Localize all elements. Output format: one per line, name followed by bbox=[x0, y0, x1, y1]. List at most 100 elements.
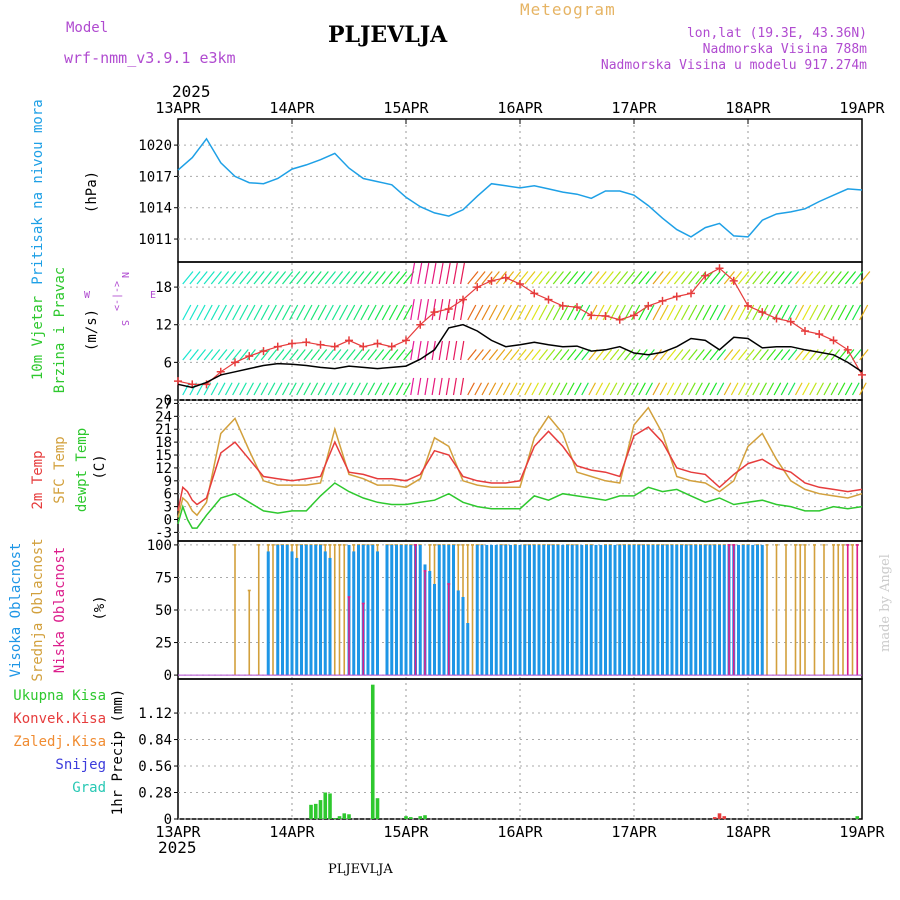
wind-arrow bbox=[752, 304, 762, 321]
x-tick-label-bottom: 14APR bbox=[269, 823, 315, 841]
wind-arrow bbox=[324, 304, 334, 321]
x-tick-label-top: 17APR bbox=[611, 99, 657, 117]
wind-arrow bbox=[509, 382, 518, 396]
wind-arrow bbox=[545, 382, 554, 396]
wind-arrow bbox=[510, 271, 522, 285]
pressure-unit: (hPa) bbox=[84, 171, 100, 213]
wind-arrow bbox=[510, 349, 520, 361]
wind-arrow bbox=[488, 349, 499, 361]
wind-arrow bbox=[381, 304, 391, 321]
high-cloud-bar bbox=[599, 544, 603, 676]
wind-arrow bbox=[851, 304, 862, 321]
wind-arrow bbox=[517, 304, 527, 321]
wind-gust-marker bbox=[644, 301, 653, 310]
high-cloud-bar bbox=[613, 544, 617, 676]
precip-bar bbox=[404, 816, 408, 819]
wind-arrow bbox=[360, 349, 370, 361]
wind-arrow bbox=[702, 349, 712, 361]
wind-arrow bbox=[816, 349, 826, 361]
wind-arrow bbox=[196, 271, 208, 285]
wind-arrow bbox=[616, 304, 626, 321]
wind-arrow bbox=[182, 304, 192, 321]
high-cloud-bar bbox=[390, 544, 394, 676]
wind-arrow bbox=[595, 304, 605, 321]
wind-arrow bbox=[609, 271, 621, 285]
wind-arrow bbox=[452, 299, 458, 321]
high-cloud-bar bbox=[623, 544, 626, 676]
high-cloud-bar bbox=[713, 544, 717, 676]
high-cloud-bar bbox=[675, 544, 679, 676]
wind-arrow bbox=[531, 304, 541, 321]
dewpoint-line bbox=[177, 482, 863, 529]
y-tick-label: 12 bbox=[155, 318, 172, 334]
wind-arrow bbox=[524, 304, 534, 321]
wind-gust-marker bbox=[231, 358, 239, 367]
wind-gust-marker bbox=[858, 370, 866, 379]
wind-arrow bbox=[260, 304, 270, 321]
high-cloud-bar bbox=[561, 544, 565, 676]
wind-arrow bbox=[225, 349, 235, 361]
high-cloud-bar bbox=[323, 551, 327, 676]
wind-arrow bbox=[616, 382, 625, 396]
high-cloud-bar bbox=[276, 544, 280, 676]
wind-arrow bbox=[424, 377, 429, 396]
high-cloud-bar bbox=[618, 544, 622, 676]
high-cloud-bar bbox=[456, 590, 460, 676]
precip-bar bbox=[408, 817, 413, 819]
precip-bar bbox=[717, 813, 722, 819]
wind-arrow bbox=[787, 349, 798, 361]
high-cloud-bar bbox=[746, 544, 750, 676]
wind-arrow bbox=[844, 349, 855, 361]
wind-gust-marker bbox=[459, 295, 467, 304]
wind-arrow bbox=[253, 271, 265, 285]
high-cloud-bar bbox=[376, 551, 379, 676]
wind-arrow bbox=[545, 271, 557, 285]
wind-arrow bbox=[524, 382, 532, 396]
wind-arrow bbox=[281, 304, 292, 321]
wind-arrow bbox=[680, 304, 691, 321]
wind-arrow bbox=[438, 340, 443, 361]
high-cloud-bar bbox=[366, 544, 370, 676]
wind-gust-marker bbox=[701, 271, 710, 280]
wind-arrow bbox=[339, 271, 351, 285]
wind-arrow bbox=[481, 349, 491, 361]
wind-arrow bbox=[338, 304, 349, 321]
wind-arrow bbox=[303, 271, 315, 285]
wind-arrow bbox=[182, 382, 190, 396]
wind-arrow bbox=[595, 382, 604, 396]
wind-arrow bbox=[773, 271, 785, 285]
wind-gust-marker bbox=[530, 289, 539, 298]
wind-arrow bbox=[766, 349, 776, 361]
y-tick-label: 0.28 bbox=[138, 786, 172, 802]
y-tick-label: 24 bbox=[155, 409, 172, 425]
precip-bar bbox=[375, 798, 380, 819]
wind-arrow bbox=[652, 304, 662, 321]
high-cloud-bar bbox=[504, 544, 508, 676]
year-top: 2025 bbox=[172, 82, 211, 101]
wind-arrow bbox=[780, 349, 791, 361]
wind-arrow bbox=[260, 271, 272, 285]
wind-arrow bbox=[253, 382, 262, 396]
wind-arrow bbox=[395, 382, 404, 396]
precip-legend-item: Konvek.Kisa bbox=[13, 711, 106, 727]
wind-arrow bbox=[517, 349, 527, 361]
model-elevation: Nadmorska Visina u modelu 917.274m bbox=[600, 58, 867, 73]
wind-arrow bbox=[552, 304, 562, 321]
wind-arrow bbox=[773, 382, 782, 396]
page-title: PLJEVLJA bbox=[328, 22, 448, 48]
wind-arrow bbox=[766, 382, 775, 396]
wind-arrow bbox=[232, 271, 244, 285]
wind-arrow bbox=[317, 304, 327, 321]
wind-arrow bbox=[688, 304, 698, 321]
x-tick-label-bottom: 13APR bbox=[155, 823, 201, 841]
wind-arrow bbox=[737, 382, 746, 396]
wind-arrow bbox=[481, 304, 491, 321]
wind-arrow bbox=[374, 382, 383, 396]
y-tick-label: 3 bbox=[164, 500, 172, 516]
footer-city: PLJEVLJA bbox=[328, 862, 393, 877]
wind-arrow bbox=[246, 382, 254, 396]
y-tick-label: 1014 bbox=[138, 201, 172, 217]
model-name: wrf-nmm_v3.9.1 e3km bbox=[64, 49, 236, 67]
high-cloud-bar bbox=[357, 544, 360, 676]
wind-arrow bbox=[631, 349, 641, 361]
